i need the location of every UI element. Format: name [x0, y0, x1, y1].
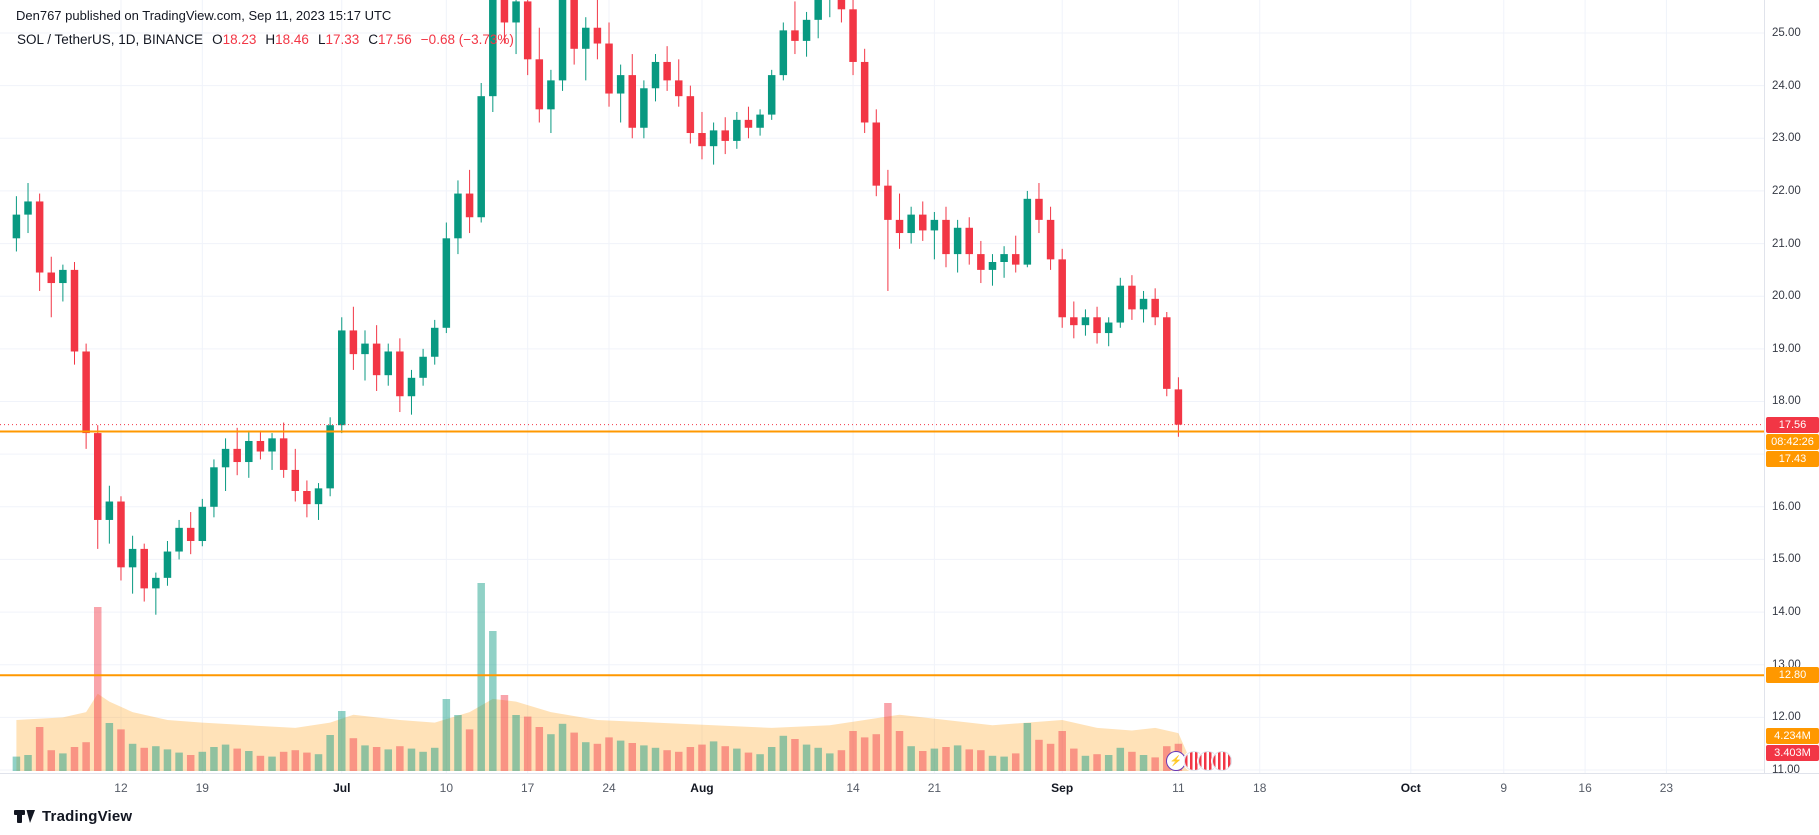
chart-legend[interactable]: SOL / TetherUS, 1D, BINANCE O18.23 H18.4…: [17, 32, 514, 47]
price-tick: 14.00: [1772, 606, 1801, 619]
price-tick: 12.00: [1772, 711, 1801, 724]
candles[interactable]: [12, 0, 1183, 615]
time-tick[interactable]: Oct: [1400, 781, 1421, 795]
ohlc-close: C17.56: [368, 32, 412, 47]
tradingview-footer-link[interactable]: TradingView: [14, 806, 132, 826]
price-tick: 18.00: [1772, 395, 1801, 408]
price-tick: 22.00: [1772, 184, 1801, 197]
time-tick[interactable]: Jul: [333, 781, 351, 795]
ohlc-low: L17.33: [317, 32, 360, 47]
price-tick: 21.00: [1772, 237, 1801, 250]
time-axis[interactable]: 12 19 Jul 10 17 24 Aug 14 21 Sep 11 18 Oct 9 16 23: [0, 773, 1819, 804]
time-tick[interactable]: Aug: [690, 781, 714, 795]
time-tick[interactable]: 23: [1659, 781, 1674, 795]
volume-ma-badge: 4.234M: [1766, 728, 1819, 745]
last-price-badge: 17.56: [1766, 416, 1819, 433]
change-value: −0.68 (−3.73%): [420, 32, 514, 47]
time-tick[interactable]: 12: [114, 781, 128, 795]
level-badge-12-80: 12.80: [1766, 667, 1819, 684]
time-tick[interactable]: 9: [1500, 781, 1508, 795]
time-tick[interactable]: 10: [439, 781, 454, 795]
price-tick: 24.00: [1772, 79, 1801, 92]
price-levels[interactable]: [0, 430, 1764, 677]
chart-grid: [0, 0, 1764, 773]
time-tick[interactable]: 11: [1172, 781, 1185, 795]
price-axis[interactable]: 17.56 08:42:26 17.43 12.80 4.234M 3.403M…: [1764, 0, 1819, 776]
tradingview-brand-text: TradingView: [42, 807, 133, 825]
price-tick: 25.00: [1772, 26, 1801, 39]
time-tick[interactable]: 14: [846, 781, 860, 795]
volume-bars: [12, 583, 1183, 771]
bar-countdown-badge: 08:42:26: [1766, 433, 1819, 450]
time-tick[interactable]: 24: [602, 781, 616, 795]
level-badge-17-43: 17.43: [1766, 450, 1819, 467]
volume-ma-area: [16, 693, 1190, 771]
time-tick[interactable]: 19: [195, 781, 209, 795]
flash-reaction-icon[interactable]: ⚡: [1166, 751, 1186, 771]
reaction-stickers[interactable]: ⚡: [1166, 751, 1232, 771]
reaction-sticker-icon[interactable]: [1212, 751, 1232, 771]
attribution-text: Den767 published on TradingView.com, Sep…: [16, 8, 392, 23]
time-tick[interactable]: Sep: [1051, 781, 1074, 795]
ohlc-high: H18.46: [265, 32, 309, 47]
price-tick: 16.00: [1772, 500, 1801, 513]
symbol-title[interactable]: SOL / TetherUS, 1D, BINANCE: [17, 32, 204, 47]
candlestick-chart[interactable]: [0, 0, 1764, 773]
volume-badge: 3.403M: [1766, 745, 1819, 762]
time-tick[interactable]: 16: [1578, 781, 1592, 795]
ohlc-open: O18.23: [212, 32, 257, 47]
price-tick: 23.00: [1772, 132, 1801, 145]
tradingview-logo-icon: [14, 810, 35, 823]
price-tick: 20.00: [1772, 290, 1801, 303]
time-tick[interactable]: 18: [1253, 781, 1267, 795]
time-tick[interactable]: 17: [520, 781, 535, 795]
price-tick: 19.00: [1772, 342, 1801, 355]
time-tick[interactable]: 21: [927, 781, 942, 795]
price-tick: 15.00: [1772, 553, 1801, 566]
